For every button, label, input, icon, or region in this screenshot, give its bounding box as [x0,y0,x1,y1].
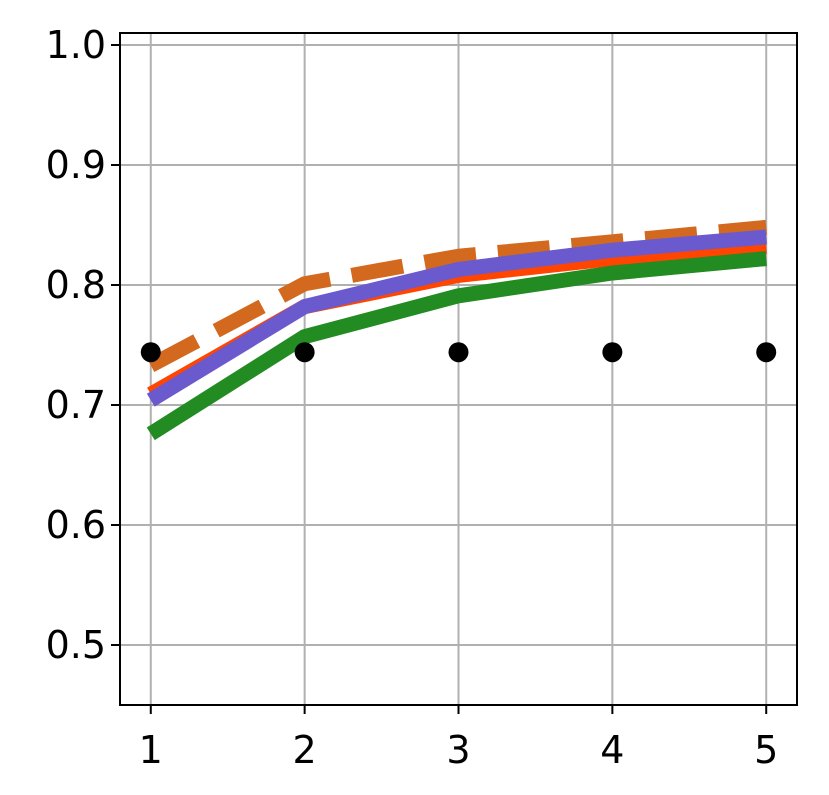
series-5 [140,342,777,363]
series-5-point-2 [294,342,315,363]
series-3-line [146,251,767,441]
y-tick-label-1: 0.5 [46,623,106,667]
grid [120,33,797,705]
series-5-point-4 [602,342,623,363]
x-axis-ticks: 1 2 3 4 5 [139,705,778,772]
series-1-line [147,219,767,373]
y-tick-label-4: 0.8 [46,263,106,307]
x-tick-label-1: 1 [139,728,163,772]
series-3 [146,251,767,441]
y-tick-label-5: 0.9 [46,143,106,187]
series-5-point-3 [448,342,469,363]
x-tick-label-2: 2 [293,728,317,772]
x-tick-label-5: 5 [754,728,778,772]
series-5-point-1 [140,342,161,363]
series-1 [147,219,767,373]
x-tick-label-3: 3 [446,728,470,772]
y-tick-label-2: 0.6 [46,503,106,547]
series-4 [146,229,767,407]
x-tick-label-4: 4 [600,728,624,772]
y-tick-label-6: 1.0 [46,23,106,67]
y-tick-label-3: 0.7 [46,383,106,427]
y-axis-ticks: 0.5 0.6 0.7 0.8 0.9 1.0 [46,23,120,667]
series-5-point-5 [756,342,777,363]
series-group [140,219,777,441]
series-4-line [146,229,767,407]
